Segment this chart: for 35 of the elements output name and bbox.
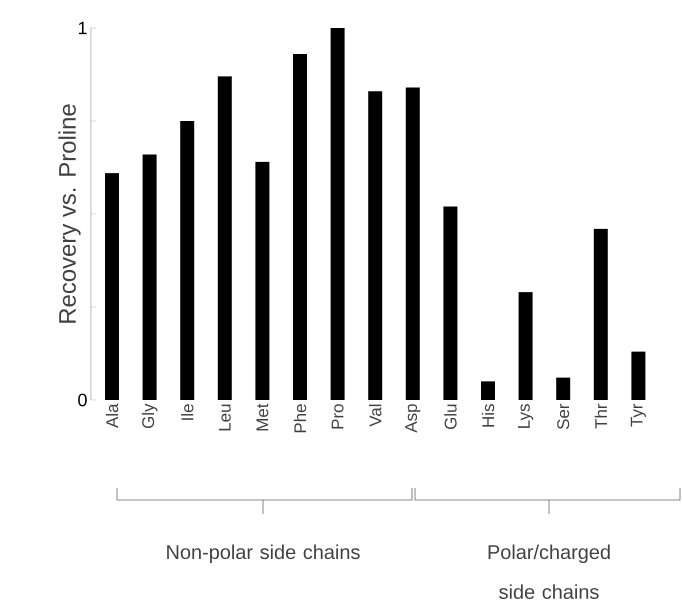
bar (443, 206, 458, 400)
x-tick-label: Lys (518, 404, 534, 428)
x-tick-label: Ile (180, 404, 194, 420)
bar (631, 352, 646, 400)
bar (330, 28, 345, 400)
bar (518, 292, 533, 400)
bar (218, 76, 232, 400)
bar (142, 154, 157, 400)
text: Polar/charged side chains (488, 544, 610, 599)
bar (293, 54, 307, 400)
x-tick-label: Pro (332, 404, 344, 428)
x-tick-label: Thr (594, 404, 607, 429)
bar (406, 88, 420, 400)
bar (255, 162, 270, 400)
y-tick-label: 0 (78, 394, 87, 406)
x-tick-label: Tyr (630, 404, 646, 427)
x-tick-label: Gly (142, 404, 158, 428)
y-tick-label: 1 (78, 22, 87, 34)
x-tick-label: Phe (294, 404, 306, 432)
text: Non-polar side chains (167, 544, 360, 564)
x-tick-label: Val (368, 404, 382, 427)
bar (368, 91, 382, 400)
x-tick-label: Asp (405, 404, 420, 433)
x-tick-label: Glu (444, 404, 457, 429)
x-tick-label: Ala (106, 404, 118, 428)
bar (594, 228, 608, 400)
bar (556, 378, 570, 400)
x-tick-label: Ser (557, 404, 570, 430)
x-tick-label: Leu (218, 404, 231, 430)
bar (480, 381, 495, 400)
bar (105, 173, 120, 400)
bar (180, 120, 194, 400)
y-axis-title: Recovery vs. Proline (58, 104, 81, 323)
x-tick-label: His (482, 404, 494, 427)
x-tick-label: Met (256, 404, 268, 430)
